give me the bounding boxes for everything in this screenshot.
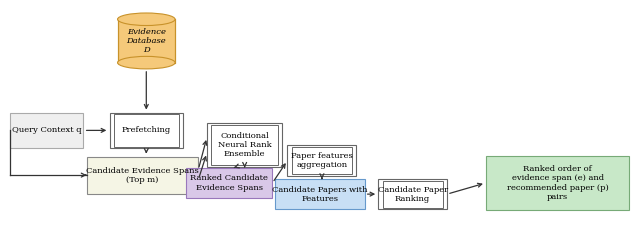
Text: Candidate Evidence Spans
(Top m): Candidate Evidence Spans (Top m) — [86, 166, 199, 184]
Text: Candidate Papers with
Features: Candidate Papers with Features — [272, 186, 368, 203]
Text: Candidate Paper
Ranking: Candidate Paper Ranking — [378, 186, 447, 203]
Text: Ranked Candidate
Evidence Spans: Ranked Candidate Evidence Spans — [190, 174, 268, 191]
Text: Ranked order of
evidence span (e) and
recommended paper (p)
pairs: Ranked order of evidence span (e) and re… — [507, 165, 609, 201]
Bar — [275, 179, 365, 209]
Bar — [86, 157, 198, 194]
Bar — [211, 125, 278, 165]
Bar — [186, 168, 273, 198]
Text: Conditional
Neural Rank
Ensemble: Conditional Neural Rank Ensemble — [218, 132, 271, 158]
Bar — [207, 123, 282, 167]
Ellipse shape — [118, 56, 175, 69]
Bar — [10, 112, 83, 148]
Bar — [118, 19, 175, 63]
Bar — [114, 114, 179, 147]
Text: Query Context q: Query Context q — [12, 126, 81, 134]
Bar — [287, 146, 356, 176]
Bar — [109, 112, 183, 148]
Bar — [383, 181, 443, 208]
Bar — [292, 147, 352, 174]
Text: Evidence
Database
D: Evidence Database D — [127, 28, 166, 54]
Text: Prefetching: Prefetching — [122, 126, 171, 134]
Ellipse shape — [118, 13, 175, 25]
Text: Paper features
aggregation: Paper features aggregation — [291, 152, 353, 169]
Bar — [378, 179, 447, 209]
Bar — [486, 155, 629, 210]
